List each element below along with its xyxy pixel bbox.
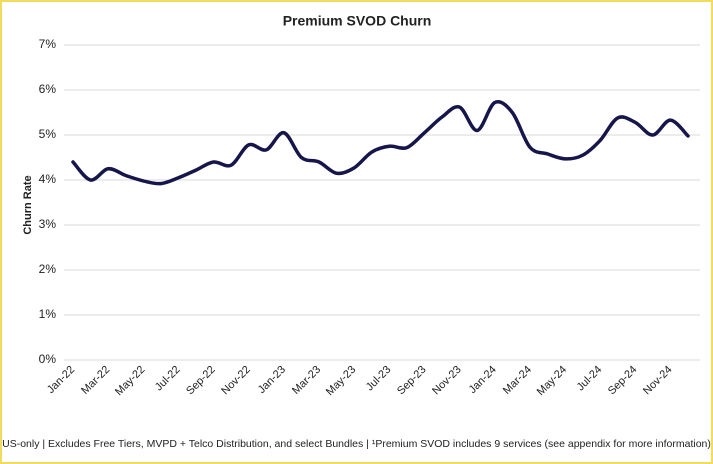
x-tick-label: Sep-24 [606,364,640,398]
x-tick-label: Jul-23 [364,364,394,394]
line-series [71,100,690,186]
y-tick-label: 3% [39,217,57,231]
x-tick-label: Sep-22 [184,364,218,398]
x-tick-label: Jan-22 [45,364,77,396]
footnote: US-only | Excludes Free Tiers, MVPD + Te… [2,438,711,450]
x-tick-label: Jan-24 [467,364,499,396]
x-tick-label: Jul-24 [575,364,605,394]
y-tick-label: 0% [39,352,57,366]
x-tick-label: Nov-23 [430,364,464,398]
y-tick-label: 5% [39,127,57,141]
x-tick-label: Mar-24 [501,364,534,397]
chart: Premium SVOD Churn Churn Rate 0% 1% 2% 3% 4%… [22,13,700,398]
x-tick-label: Nov-24 [641,364,675,398]
y-tick-label: 1% [39,307,57,321]
x-tick-label: Jul-22 [153,364,183,394]
x-tick-label: Mar-22 [79,364,112,397]
chart-title: Premium SVOD Churn [283,13,432,29]
y-tick-label: 2% [39,262,57,276]
x-tick-label: May-22 [113,364,147,398]
y-tick-label: 4% [39,172,57,186]
x-tick-label: May-24 [535,364,569,398]
x-tick-label: Mar-23 [290,364,323,397]
y-tick-label: 7% [39,37,57,51]
y-axis-label: Churn Rate [22,175,34,234]
x-tick-label: Jan-23 [256,364,288,396]
x-tick-label: Nov-22 [219,364,253,398]
y-tick-label: 6% [39,82,57,96]
x-tick-label: May-23 [324,364,358,398]
x-tick-label: Sep-23 [395,364,429,398]
